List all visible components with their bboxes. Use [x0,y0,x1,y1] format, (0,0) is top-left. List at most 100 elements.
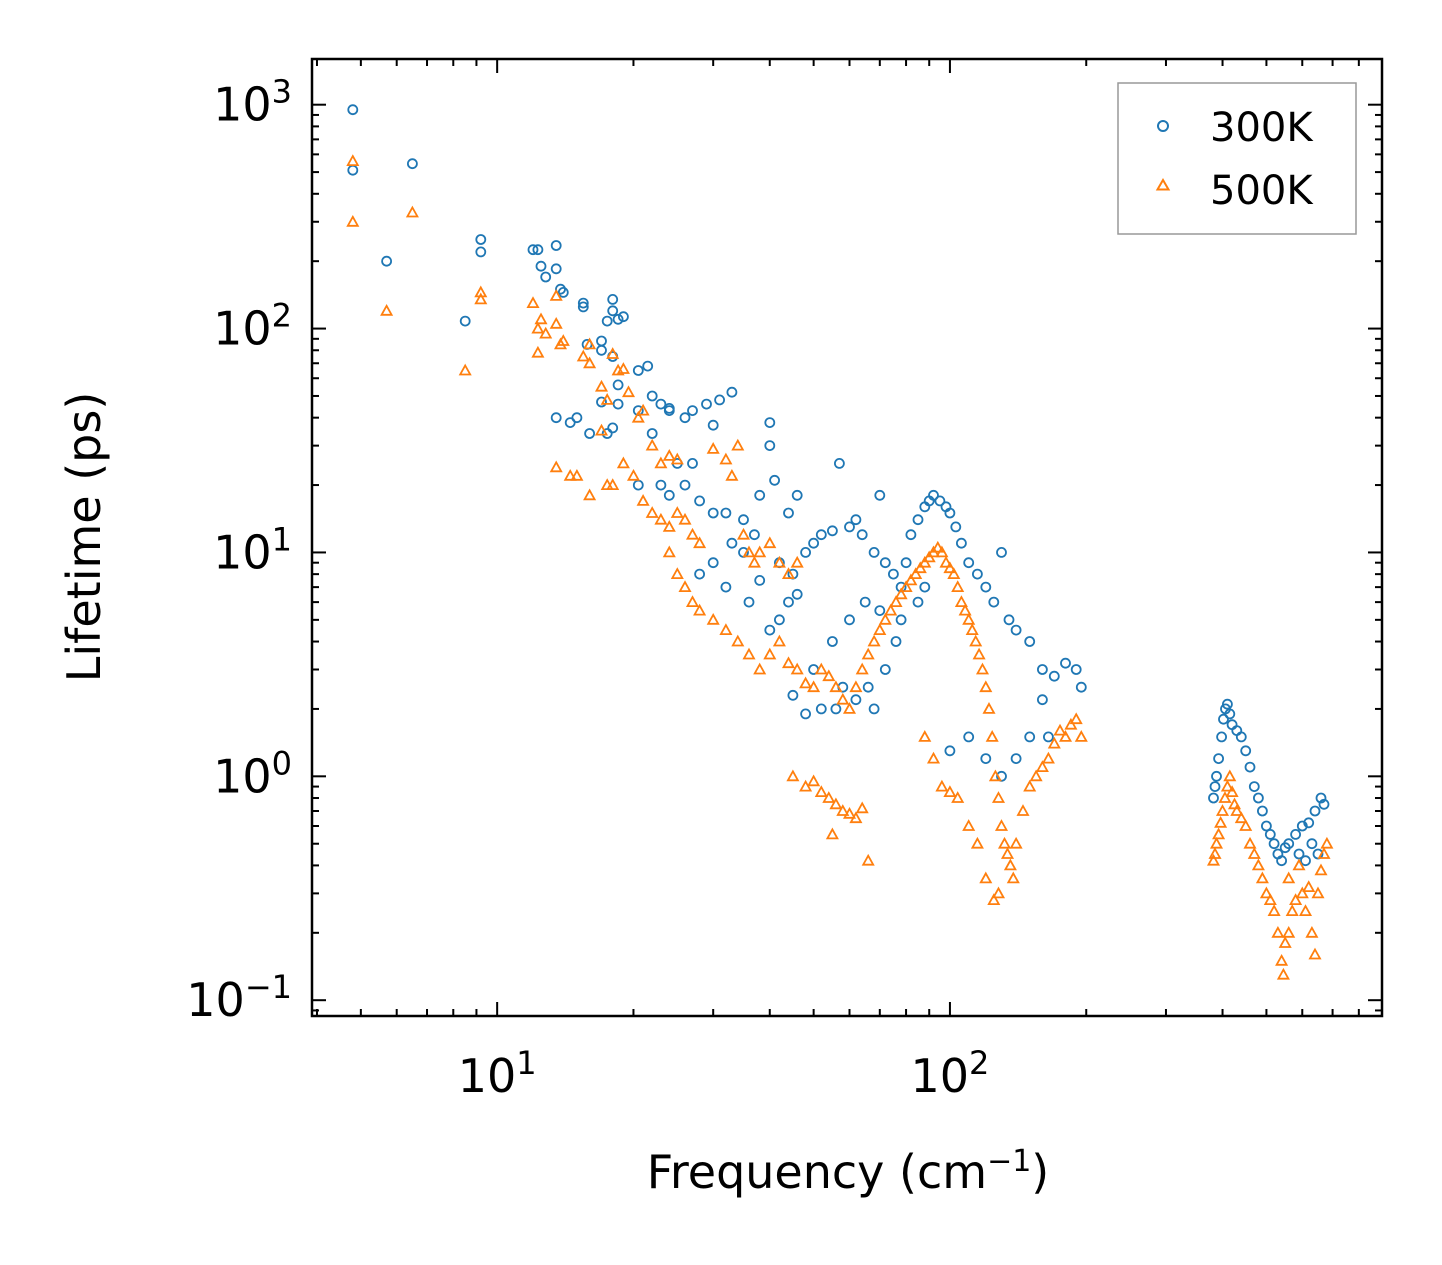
point-300k-161 [1268,838,1280,850]
point-500k-157 [1212,827,1226,840]
point-300k-38 [646,390,658,402]
point-500k-83 [861,647,875,660]
y-axis-title: Lifetime (ps) [57,392,111,683]
point-500k-55 [753,545,767,558]
point-300k-103 [996,547,1007,558]
point-500k-59 [790,555,804,568]
point-500k-117 [1000,847,1015,859]
point-300k-117 [980,753,992,764]
point-500k-147 [943,785,957,797]
point-500k-145 [926,751,941,764]
point-500k-120 [1009,836,1023,849]
point-300k-55 [679,479,691,491]
point-300k-49 [646,428,658,439]
point-500k-87 [884,603,898,616]
legend-marker-500k [1155,178,1171,191]
point-300k-41 [663,405,675,417]
point-500k-62 [678,580,692,592]
point-300k-155 [1244,761,1256,773]
point-500k-129 [1064,717,1078,730]
point-300k-5 [475,234,487,245]
x-axis-title-close: ) [1031,1145,1049,1199]
point-500k-103 [954,595,968,607]
point-300k-123 [830,703,842,715]
point-500k-16 [576,349,590,362]
x-axis-title: Frequency (cm−1) [647,1144,1050,1199]
point-500k-29 [654,456,668,469]
point-500k-187 [1314,863,1328,876]
point-500k-192 [1298,904,1313,916]
point-300k-130 [895,614,907,626]
point-500k-175 [1271,925,1285,938]
point-500k-65 [706,612,720,625]
legend-label-500k: 500K [1210,168,1314,214]
point-500k-88 [889,595,903,607]
point-500k-132 [786,769,800,782]
point-500k-73 [790,662,804,675]
point-500k-135 [814,785,828,797]
point-300k-60 [754,489,766,501]
point-300k-94 [934,495,946,507]
point-500k-143 [825,827,839,840]
point-300k-39 [655,398,667,410]
point-500k-165 [1230,804,1244,816]
point-500k-63 [685,595,700,607]
point-300k-100 [972,568,983,580]
point-300k-12 [550,263,562,275]
point-500k-53 [742,545,756,558]
point-300k-4 [459,315,471,327]
point-300k-126 [862,681,874,693]
point-300k-26 [550,412,562,424]
point-300k-110 [1070,664,1082,675]
point-300k-170 [1315,792,1327,804]
point-300k-20 [607,293,619,305]
point-300k-70 [694,568,705,580]
point-300k-125 [850,694,862,706]
point-500k-33 [563,468,577,481]
x-axis-title-main: Frequency (cm [647,1145,987,1199]
point-300k-52 [687,457,698,469]
point-500k-5 [474,285,488,298]
point-500k-18 [583,356,597,369]
point-500k-61 [670,567,684,579]
point-500k-141 [855,801,869,814]
point-300k-144 [1211,770,1222,782]
point-500k-8 [531,321,545,334]
point-500k-31 [670,452,684,465]
point-500k-108 [972,647,986,660]
point-300k-16 [577,301,589,313]
point-500k-97 [931,540,945,553]
point-500k-70 [763,647,777,660]
point-500k-158 [1214,815,1228,828]
point-500k-14 [556,334,570,346]
point-500k-1 [346,214,360,227]
point-500k-160 [1218,791,1232,803]
point-500k-15 [531,345,545,358]
point-500k-113 [988,769,1002,782]
point-300k-156 [1248,781,1260,792]
point-500k-116 [997,836,1012,849]
point-300k-22 [612,313,624,325]
point-500k-114 [991,791,1006,803]
point-300k-57 [707,507,719,519]
point-500k-32 [549,460,563,473]
point-500k-12 [549,289,563,301]
point-300k-142 [1208,792,1219,804]
point-500k-115 [994,819,1009,831]
point-300k-48 [764,417,776,429]
data-layer [346,104,1334,980]
point-500k-71 [772,634,786,647]
point-300k-69 [707,557,719,569]
point-300k-136 [859,596,871,608]
point-500k-82 [855,662,869,675]
point-300k-160 [1264,829,1276,840]
point-500k-121 [1016,804,1030,816]
point-500k-3 [380,303,394,316]
point-500k-0 [346,154,360,167]
point-300k-54 [663,489,675,501]
point-300k-82 [856,529,868,541]
point-300k-120 [787,689,799,701]
point-300k-43 [687,405,698,417]
point-300k-0 [347,104,359,116]
